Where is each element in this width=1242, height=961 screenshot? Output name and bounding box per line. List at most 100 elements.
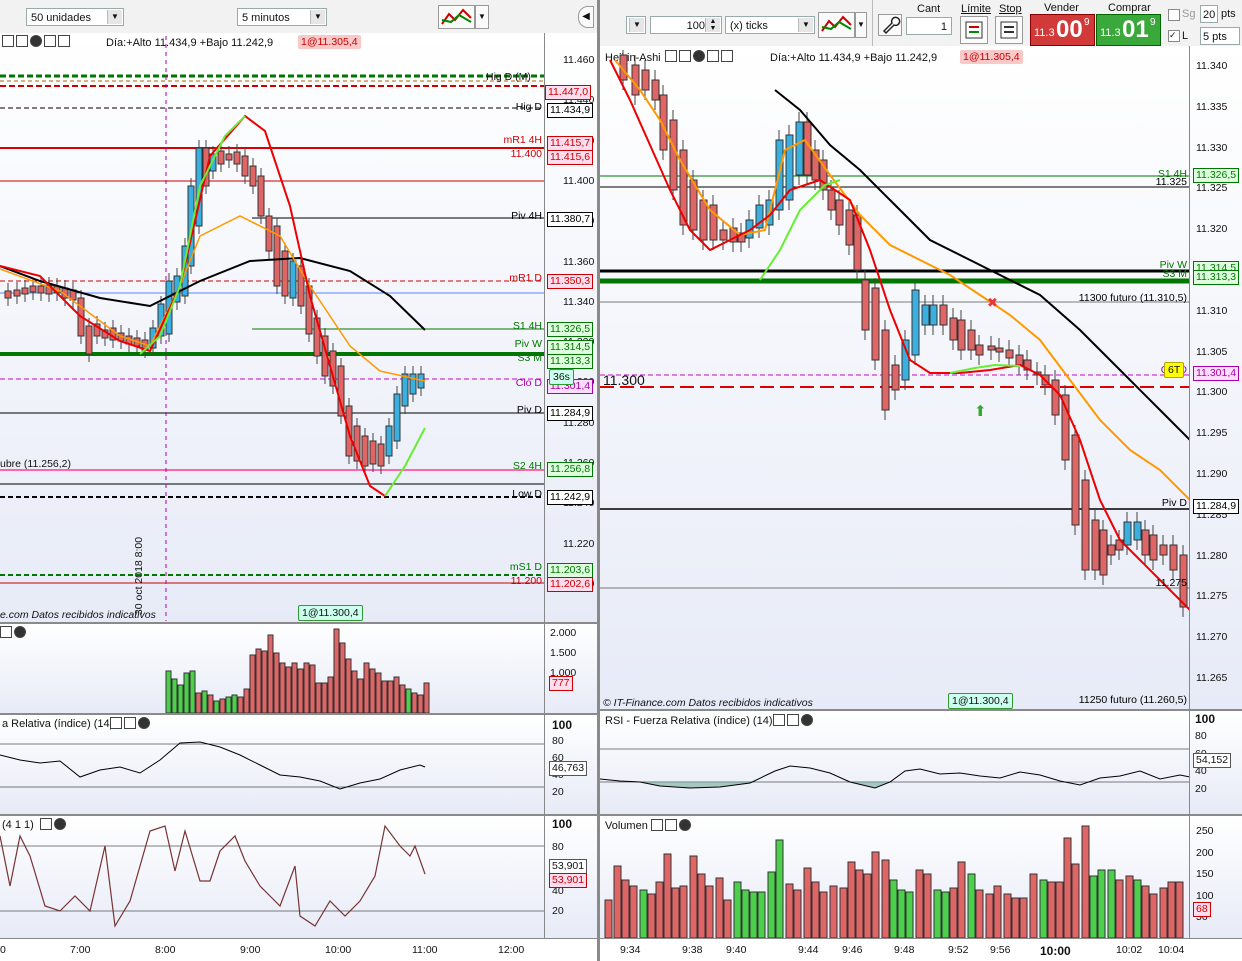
volume-bar xyxy=(219,698,226,713)
l-input[interactable]: 5 pts xyxy=(1200,27,1240,45)
divider[interactable] xyxy=(0,814,597,816)
window-icon[interactable] xyxy=(0,626,12,639)
candle xyxy=(1099,529,1108,576)
window-icon[interactable] xyxy=(665,819,677,832)
bell-icon[interactable] xyxy=(16,35,28,48)
sg-checkbox[interactable] xyxy=(1168,9,1180,21)
close-icon[interactable] xyxy=(14,626,26,639)
candle xyxy=(37,285,45,294)
window-icon[interactable] xyxy=(707,50,719,63)
close-icon[interactable] xyxy=(801,714,813,727)
arrow-up-icon[interactable] xyxy=(58,35,70,48)
volume-bar xyxy=(315,682,322,713)
close-icon[interactable] xyxy=(30,35,42,48)
level-text: S3 M xyxy=(1162,268,1187,280)
volume-bar xyxy=(1149,893,1158,938)
axis-tick: 11.295 xyxy=(1196,427,1228,440)
divider[interactable] xyxy=(600,814,1242,816)
bell-icon[interactable] xyxy=(679,50,691,63)
close-icon[interactable] xyxy=(138,717,150,730)
divider[interactable] xyxy=(0,713,597,715)
candle xyxy=(995,347,1004,353)
axis-tick: 11.330 xyxy=(1196,141,1228,154)
level-text: Hig D xyxy=(515,101,542,113)
right-bottom-badge[interactable]: 1@11.300,4 xyxy=(948,693,1013,709)
wrench-icon[interactable] xyxy=(2,35,14,48)
level-price: 11.350,3 xyxy=(547,274,594,289)
right-rsi-chart xyxy=(600,748,1190,789)
right-price-panel[interactable] xyxy=(600,46,1242,709)
volume-bar xyxy=(1063,837,1072,938)
left-rsi-chart xyxy=(0,741,545,790)
level-text: 11.400 xyxy=(510,148,542,160)
collapse-left-button[interactable]: ◀ xyxy=(578,6,594,28)
close-icon[interactable] xyxy=(54,818,66,831)
cant-input[interactable]: 1 xyxy=(906,17,952,35)
right-first-select[interactable]: ▼ xyxy=(626,16,646,34)
divider xyxy=(0,938,597,939)
candle xyxy=(241,155,249,177)
candle xyxy=(289,260,297,299)
volume-bar xyxy=(839,887,848,938)
right-chart-type-dropdown[interactable]: ▼ xyxy=(855,12,867,38)
chart-type-button[interactable] xyxy=(438,5,475,29)
l-checkbox[interactable]: ✓ xyxy=(1168,30,1180,42)
stop-order-button[interactable] xyxy=(995,16,1023,44)
volume-bar xyxy=(1097,869,1106,938)
left-position-badge[interactable]: 1@11.305,4 xyxy=(298,35,361,49)
buy-button[interactable]: 11.3 01 9 xyxy=(1096,14,1161,46)
units-select[interactable]: 50 unidades ▼ xyxy=(26,8,124,26)
left-volume-bars xyxy=(165,628,430,713)
qty-input[interactable]: 100 ▲ ▼ xyxy=(650,16,722,34)
wrench-button[interactable] xyxy=(878,14,902,36)
chart-type-label: Heikin-Ashi xyxy=(605,52,661,64)
sg-input[interactable]: 20 xyxy=(1200,5,1218,23)
ma-green-line-2 xyxy=(384,427,426,497)
axis-tick: 11.270 xyxy=(1196,631,1228,644)
gt-badge: 6T xyxy=(1164,362,1185,378)
axis-tick: 40 xyxy=(1195,765,1207,778)
ticks-select[interactable]: (x) ticks ▼ xyxy=(725,16,815,34)
chart-type-dropdown[interactable]: ▼ xyxy=(475,5,489,29)
window-icon[interactable] xyxy=(40,818,52,831)
volume-bar xyxy=(741,889,750,938)
right-position-badge[interactable]: 1@11.305,4 xyxy=(960,50,1023,64)
spinner-icon[interactable]: ▲ ▼ xyxy=(705,18,720,32)
volume-bar xyxy=(663,853,672,938)
axis-tick: 11.325 xyxy=(1196,182,1228,195)
window-icon[interactable] xyxy=(787,714,799,727)
volume-bar xyxy=(399,684,406,713)
left-bottom-badge[interactable]: 1@11.300,4 xyxy=(298,605,363,621)
volume-bar xyxy=(757,891,766,938)
sell-button[interactable]: 11.3 00 9 xyxy=(1030,14,1095,46)
right-chart-type-button[interactable] xyxy=(818,12,855,38)
volume-bar xyxy=(629,885,638,938)
close-icon[interactable] xyxy=(693,50,705,63)
window-icon[interactable] xyxy=(44,35,56,48)
candle xyxy=(641,69,650,91)
arrow-up-icon[interactable] xyxy=(721,50,733,63)
cant-label: Cant xyxy=(917,3,941,15)
axis-tick: 100 xyxy=(552,817,573,831)
top-level-text: Hig D (M) xyxy=(486,71,531,83)
volume-bar xyxy=(829,885,838,938)
interval-select[interactable]: 5 minutos ▼ xyxy=(237,8,327,26)
close-icon[interactable] xyxy=(679,819,691,832)
wrench-icon[interactable] xyxy=(110,717,122,730)
level-text: Piv D xyxy=(1161,497,1187,509)
axis-tick: 11.400 xyxy=(563,174,595,187)
divider[interactable] xyxy=(0,622,597,624)
volume-bar xyxy=(604,899,613,938)
limit-order-button[interactable] xyxy=(960,16,988,44)
wrench-icon[interactable] xyxy=(773,714,785,727)
l-label: L xyxy=(1182,30,1189,42)
level-price: 11.434,9 xyxy=(547,103,594,118)
window-splitter[interactable] xyxy=(597,0,600,961)
divider[interactable] xyxy=(600,709,1242,711)
wrench-icon[interactable] xyxy=(651,819,663,832)
window-icon[interactable] xyxy=(124,717,136,730)
left-volume-value: 777 xyxy=(549,676,573,691)
time-tick: 11:00 xyxy=(412,944,438,956)
candle xyxy=(745,219,754,239)
wrench-icon[interactable] xyxy=(665,50,677,63)
